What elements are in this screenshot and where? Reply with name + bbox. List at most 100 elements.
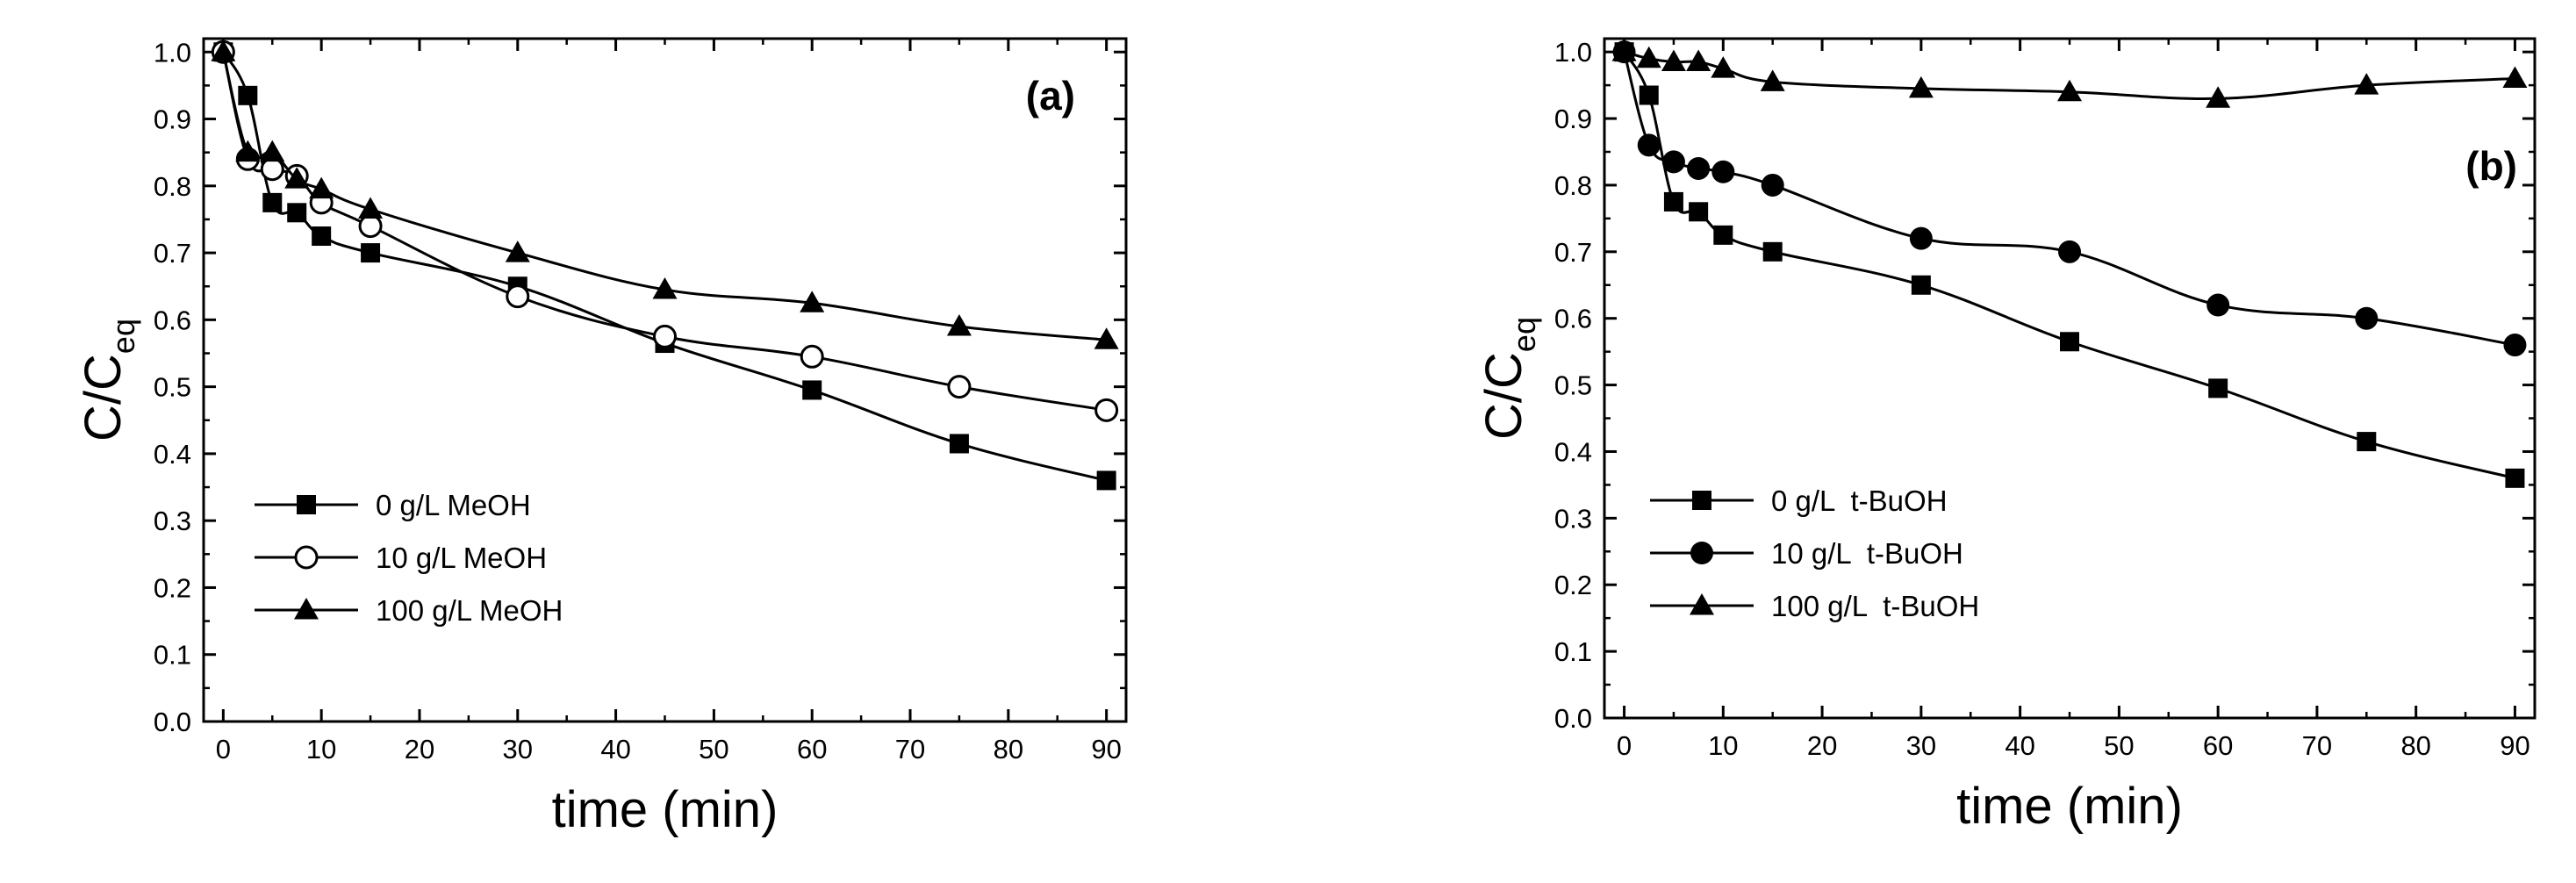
data-point <box>2057 79 2082 102</box>
y-tick-label: 0.3 <box>154 506 191 536</box>
legend-marker <box>1692 491 1711 510</box>
y-tick-label: 0.2 <box>1554 570 1592 600</box>
data-point <box>653 324 677 348</box>
data-point <box>287 203 307 223</box>
data-point <box>211 39 236 61</box>
series-2 <box>211 39 1119 349</box>
y-tick-label: 1.0 <box>154 37 191 68</box>
x-tick-label: 90 <box>2500 730 2529 761</box>
y-tick-label: 0.6 <box>1554 304 1592 334</box>
y-tick-label: 0.0 <box>154 707 191 737</box>
y-tick-label: 0.1 <box>1554 636 1592 667</box>
data-point <box>1637 133 1661 157</box>
data-point <box>262 192 283 212</box>
series-line <box>1623 51 2515 480</box>
y-tick-label: 0.3 <box>1554 503 1592 534</box>
data-point <box>1711 56 1736 78</box>
legend-entry: 10 g/L t-BuOH <box>1650 537 1963 570</box>
series-0 <box>213 42 1116 491</box>
data-point <box>1689 202 1709 222</box>
y-axis-title-main: C/C <box>75 354 132 442</box>
legend-marker <box>294 598 319 620</box>
x-tick-label: 50 <box>699 734 728 765</box>
data-point <box>2206 86 2231 108</box>
data-point <box>361 243 381 263</box>
data-point <box>1713 225 1733 245</box>
legend-entry: 10 g/L MeOH <box>255 542 547 574</box>
series-2 <box>1611 39 2528 108</box>
x-tick-label: 0 <box>1617 730 1632 761</box>
x-tick-label: 20 <box>1807 730 1837 761</box>
data-point <box>2505 468 2525 488</box>
y-axis-title-text: C/Ceq <box>1475 317 1542 440</box>
panel-label: (b) <box>2465 143 2517 189</box>
y-axis-title-subscript: eq <box>105 319 141 354</box>
x-tick-label: 60 <box>797 734 827 765</box>
data-point <box>260 140 285 162</box>
legend-label: 0 g/L MeOH <box>376 489 531 521</box>
data-point <box>2058 240 2081 263</box>
data-point <box>2503 334 2527 357</box>
y-tick-label: 0.0 <box>1554 703 1592 734</box>
data-point <box>2208 378 2228 398</box>
legend: 0 g/L MeOH 10 g/L MeOH 100 g/L MeOH <box>255 489 563 627</box>
data-point <box>949 434 969 454</box>
legend-marker <box>1690 542 1713 564</box>
x-tick-label: 10 <box>1708 730 1738 761</box>
series-line <box>222 51 1108 482</box>
legend-entry: 0 g/L MeOH <box>255 489 531 521</box>
y-axis-title: C/Ceq <box>75 319 141 442</box>
data-point <box>284 167 310 189</box>
series-0 <box>1614 42 2525 488</box>
data-point <box>1611 39 1637 61</box>
data-point <box>505 240 530 262</box>
x-axis-title: time (min) <box>552 781 779 838</box>
panel-a: 0 10 20 30 40 50 60 70 80 90 0.0 0.1 0.2 0.3 0.4 0.5 0.6… <box>75 37 1128 838</box>
legend-marker <box>294 545 319 570</box>
data-point <box>800 344 824 369</box>
series-1 <box>1612 40 2527 357</box>
x-tick-label: 80 <box>2400 730 2430 761</box>
data-point <box>1661 49 1686 72</box>
data-point <box>1636 46 1661 68</box>
x-tick-label: 70 <box>895 734 925 765</box>
data-point <box>358 214 383 239</box>
x-tick-label: 40 <box>2005 730 2034 761</box>
y-tick-label: 0.7 <box>154 238 191 269</box>
y-tick-label: 0.4 <box>154 439 191 470</box>
legend-label: 0 g/L t-BuOH <box>1771 485 1948 517</box>
data-point <box>802 380 822 400</box>
data-point <box>1760 69 1785 91</box>
data-point <box>2206 293 2230 317</box>
data-point <box>358 197 384 219</box>
x-tick-label: 90 <box>1091 734 1121 765</box>
series-1 <box>211 39 1119 422</box>
series-line <box>221 51 1107 412</box>
y-axis-title: C/Ceq <box>1475 317 1542 440</box>
y-axis-title-subscript: eq <box>1506 317 1542 352</box>
legend: 0 g/L t-BuOH 10 g/L t-BuOH 100 g/L t-BuOH <box>1650 485 1979 622</box>
y-tick-label: 1.0 <box>1554 37 1592 68</box>
y-tick-label: 0.9 <box>154 104 191 135</box>
plot-frame <box>1603 37 2537 720</box>
data-point <box>309 176 334 199</box>
data-point <box>1639 85 1659 105</box>
x-tick-label: 40 <box>600 734 630 765</box>
data-point <box>312 226 332 247</box>
panel-b: 0 10 20 30 40 50 60 70 80 90 0.0 0.1 0.2 0.3 0.4 0.5 0.6… <box>1475 37 2537 835</box>
y-axis-title-main: C/C <box>1475 352 1532 440</box>
data-point <box>235 140 261 162</box>
data-point <box>1094 327 1119 349</box>
data-point <box>238 85 258 105</box>
x-tick-label: 80 <box>994 734 1023 765</box>
data-point <box>2355 306 2379 330</box>
legend-entry: 0 g/L t-BuOH <box>1650 485 1948 517</box>
legend-label: 10 g/L t-BuOH <box>1771 537 1963 570</box>
legend-label: 10 g/L MeOH <box>376 542 547 574</box>
x-tick-label: 0 <box>216 734 231 765</box>
data-point <box>1761 173 1784 197</box>
y-tick-label: 0.1 <box>154 640 191 671</box>
data-point <box>506 284 530 309</box>
